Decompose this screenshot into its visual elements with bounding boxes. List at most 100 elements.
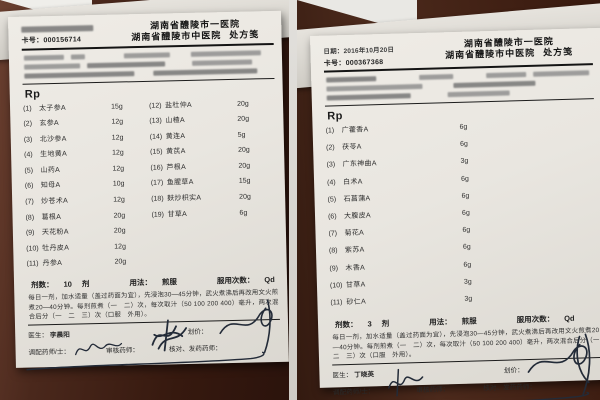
drug-item-number: (7) bbox=[328, 230, 338, 238]
drug-item-number: (18) bbox=[151, 195, 164, 203]
drug-item-name: 麸炒枳实A bbox=[167, 194, 202, 203]
drug-item-amount: 6g bbox=[459, 140, 468, 149]
drug-item-number: (3) bbox=[326, 161, 336, 169]
drug-item-amount: 6g bbox=[463, 261, 472, 269]
frequency-label: 服用次数： bbox=[216, 275, 255, 286]
usage-label: 用法： bbox=[429, 317, 452, 327]
dose-label: 剂数： bbox=[334, 319, 358, 330]
dose-unit: 剂 bbox=[381, 318, 390, 329]
dose-unit: 剂 bbox=[81, 279, 90, 289]
drug-item-name: 太子参A bbox=[39, 104, 67, 112]
drug-item-number: (5) bbox=[327, 196, 337, 204]
drug-item-name: 甘草A bbox=[345, 281, 366, 289]
checker-label: 核对、发药药师： bbox=[168, 345, 222, 354]
drug-item-amount: 12g bbox=[112, 149, 124, 157]
drug-item-row: (19) 甘草A 6g bbox=[151, 207, 277, 225]
drug-item-name: 白术A bbox=[342, 178, 363, 186]
frequency-label: 服用次数： bbox=[516, 314, 555, 325]
drug-item-name: 牡丹皮A bbox=[42, 244, 70, 253]
drug-item-number: (4) bbox=[24, 151, 33, 159]
drug-item-number: (14) bbox=[149, 133, 163, 141]
hospital-name-2-text: 湖南省醴陵市中医院 bbox=[445, 47, 536, 61]
drug-item-amount: 12g bbox=[112, 165, 125, 173]
drug-items: (1) 太子参A 15g (2) 玄参A 12g bbox=[23, 97, 279, 274]
drug-item-number: (11) bbox=[330, 299, 343, 307]
drug-item-name: 盐杜仲A bbox=[164, 101, 192, 109]
date-field-redacted bbox=[21, 25, 94, 33]
drug-item-amount: 20g bbox=[237, 115, 250, 123]
date-field: 日期：2016年10月20日 bbox=[323, 46, 395, 56]
pricing-label: 划价： bbox=[503, 367, 524, 376]
drug-item-number: (7) bbox=[25, 198, 34, 206]
drug-item-number: (3) bbox=[23, 136, 33, 144]
drug-item-amount: 5g bbox=[237, 131, 246, 139]
drug-item-name: 菊花A bbox=[344, 229, 365, 238]
drug-items: (1) 广藿香A 6g (2) 茯苓A 6g bbox=[326, 118, 600, 314]
drug-item-amount: 15g bbox=[110, 102, 123, 111]
drug-item-number: (19) bbox=[151, 211, 165, 219]
drug-item-amount: 6g bbox=[239, 209, 248, 217]
drug-item-number: (16) bbox=[150, 164, 163, 172]
prescription-paper: 卡号：000156714 湖南省醴陵市一医院 湖南省醴陵市中医院 处方笺 Rp bbox=[8, 10, 289, 371]
drug-item-number: (17) bbox=[150, 179, 164, 188]
drug-item-number: (10) bbox=[329, 281, 343, 290]
hospital-name-2: 湖南省醴陵市中医院 处方笺 bbox=[117, 29, 273, 44]
doctor-label: 医生： bbox=[28, 332, 49, 341]
dose-label: 剂数： bbox=[30, 280, 54, 290]
signature-area: 医生： 丁晓英 划价： 调配药师/士： 审核药师： 核对、发药药师： bbox=[332, 334, 600, 400]
drug-item-name: 葛根A bbox=[41, 213, 62, 221]
drug-item-number: (1) bbox=[23, 104, 32, 113]
prescription-paper: 日期：2016年10月20日 卡号：000367368 湖南省醴陵市一医院 湖南… bbox=[310, 27, 600, 400]
drug-item-name: 天花粉A bbox=[41, 228, 69, 237]
drug-item-number: (8) bbox=[328, 247, 338, 255]
doctor-name: 李晨阳 bbox=[49, 332, 70, 340]
drug-item-number: (6) bbox=[327, 213, 337, 221]
drug-item-amount: 20g bbox=[114, 258, 127, 267]
drug-item-name: 甘草A bbox=[167, 210, 188, 219]
photo-left-prescription: 卡号：000156714 湖南省醴陵市一医院 湖南省醴陵市中医院 处方笺 Rp bbox=[0, 0, 289, 400]
drug-item-name: 木香A bbox=[345, 264, 366, 272]
drug-item-number: (4) bbox=[327, 178, 336, 187]
usage-instructions: 每日一剂，加水适量（盖过药面为宜），先浸泡30—45分钟，武火煮沸后再改用文火煎… bbox=[28, 288, 279, 321]
frequency-value: Qd bbox=[564, 313, 575, 324]
card-number: 卡号：000367368 bbox=[323, 58, 384, 68]
drug-item-name: 茯苓A bbox=[342, 143, 362, 152]
drug-item-number: (6) bbox=[24, 182, 34, 191]
drug-item-name: 山楂A bbox=[165, 117, 186, 125]
drug-item-amount: 12g bbox=[111, 118, 124, 126]
drug-item-amount: 12g bbox=[114, 243, 127, 251]
drug-item-number: (12) bbox=[148, 102, 162, 110]
drug-item-name: 广藿香A bbox=[341, 126, 369, 135]
form-title: 处方笺 bbox=[543, 46, 574, 58]
doctor-name: 丁晓英 bbox=[354, 371, 375, 380]
drug-item-amount: 3g bbox=[463, 278, 472, 286]
drug-item-number: (9) bbox=[25, 229, 35, 237]
drug-item-name: 炒苍术A bbox=[41, 197, 69, 206]
drug-items-col1: (1) 太子参A 15g (2) 玄参A 12g bbox=[23, 100, 153, 274]
card-number: 卡号：000156714 bbox=[21, 36, 82, 45]
drug-items-col1: (1) 广藿香A 6g (2) 茯苓A 6g bbox=[326, 118, 600, 314]
drug-item-name: 生地黄A bbox=[40, 150, 68, 159]
drug-item-amount: 6g bbox=[459, 123, 468, 131]
drug-item-amount: 20g bbox=[238, 162, 251, 170]
drug-item-amount: 6g bbox=[461, 209, 470, 217]
drug-item-amount: 15g bbox=[238, 178, 251, 186]
dispenser-label: 调配药师/士： bbox=[28, 349, 71, 358]
drug-item-name: 山药A bbox=[40, 166, 61, 175]
photo-right-prescription: 日期：2016年10月20日 卡号：000367368 湖南省醴陵市一医院 湖南… bbox=[297, 0, 600, 400]
drug-item-row: (11) 丹参A 20g bbox=[26, 256, 152, 274]
prescription-header: 卡号：000156714 湖南省醴陵市一医院 湖南省醴陵市中医院 处方笺 bbox=[21, 18, 273, 46]
drug-item-name: 丹参A bbox=[42, 260, 63, 268]
drug-item-name: 石菖蒲A bbox=[343, 195, 371, 203]
collage-divider bbox=[289, 0, 297, 400]
drug-item-amount: 6g bbox=[461, 192, 470, 200]
drug-item-amount: 20g bbox=[239, 193, 251, 201]
drug-item-name: 知母A bbox=[40, 182, 61, 190]
drug-item-number: (10) bbox=[26, 245, 39, 253]
drug-item-number: (5) bbox=[24, 167, 34, 175]
drug-item-number: (13) bbox=[149, 117, 162, 125]
drug-item-name: 北沙参A bbox=[39, 135, 67, 143]
drug-item-amount: 20g bbox=[113, 227, 126, 235]
checker-label: 核对、发药药师： bbox=[483, 384, 537, 393]
signature-area: 医生： 李晨阳 划价： 调配药师/士： 审核药师： 核对、发药药师： bbox=[26, 299, 281, 371]
